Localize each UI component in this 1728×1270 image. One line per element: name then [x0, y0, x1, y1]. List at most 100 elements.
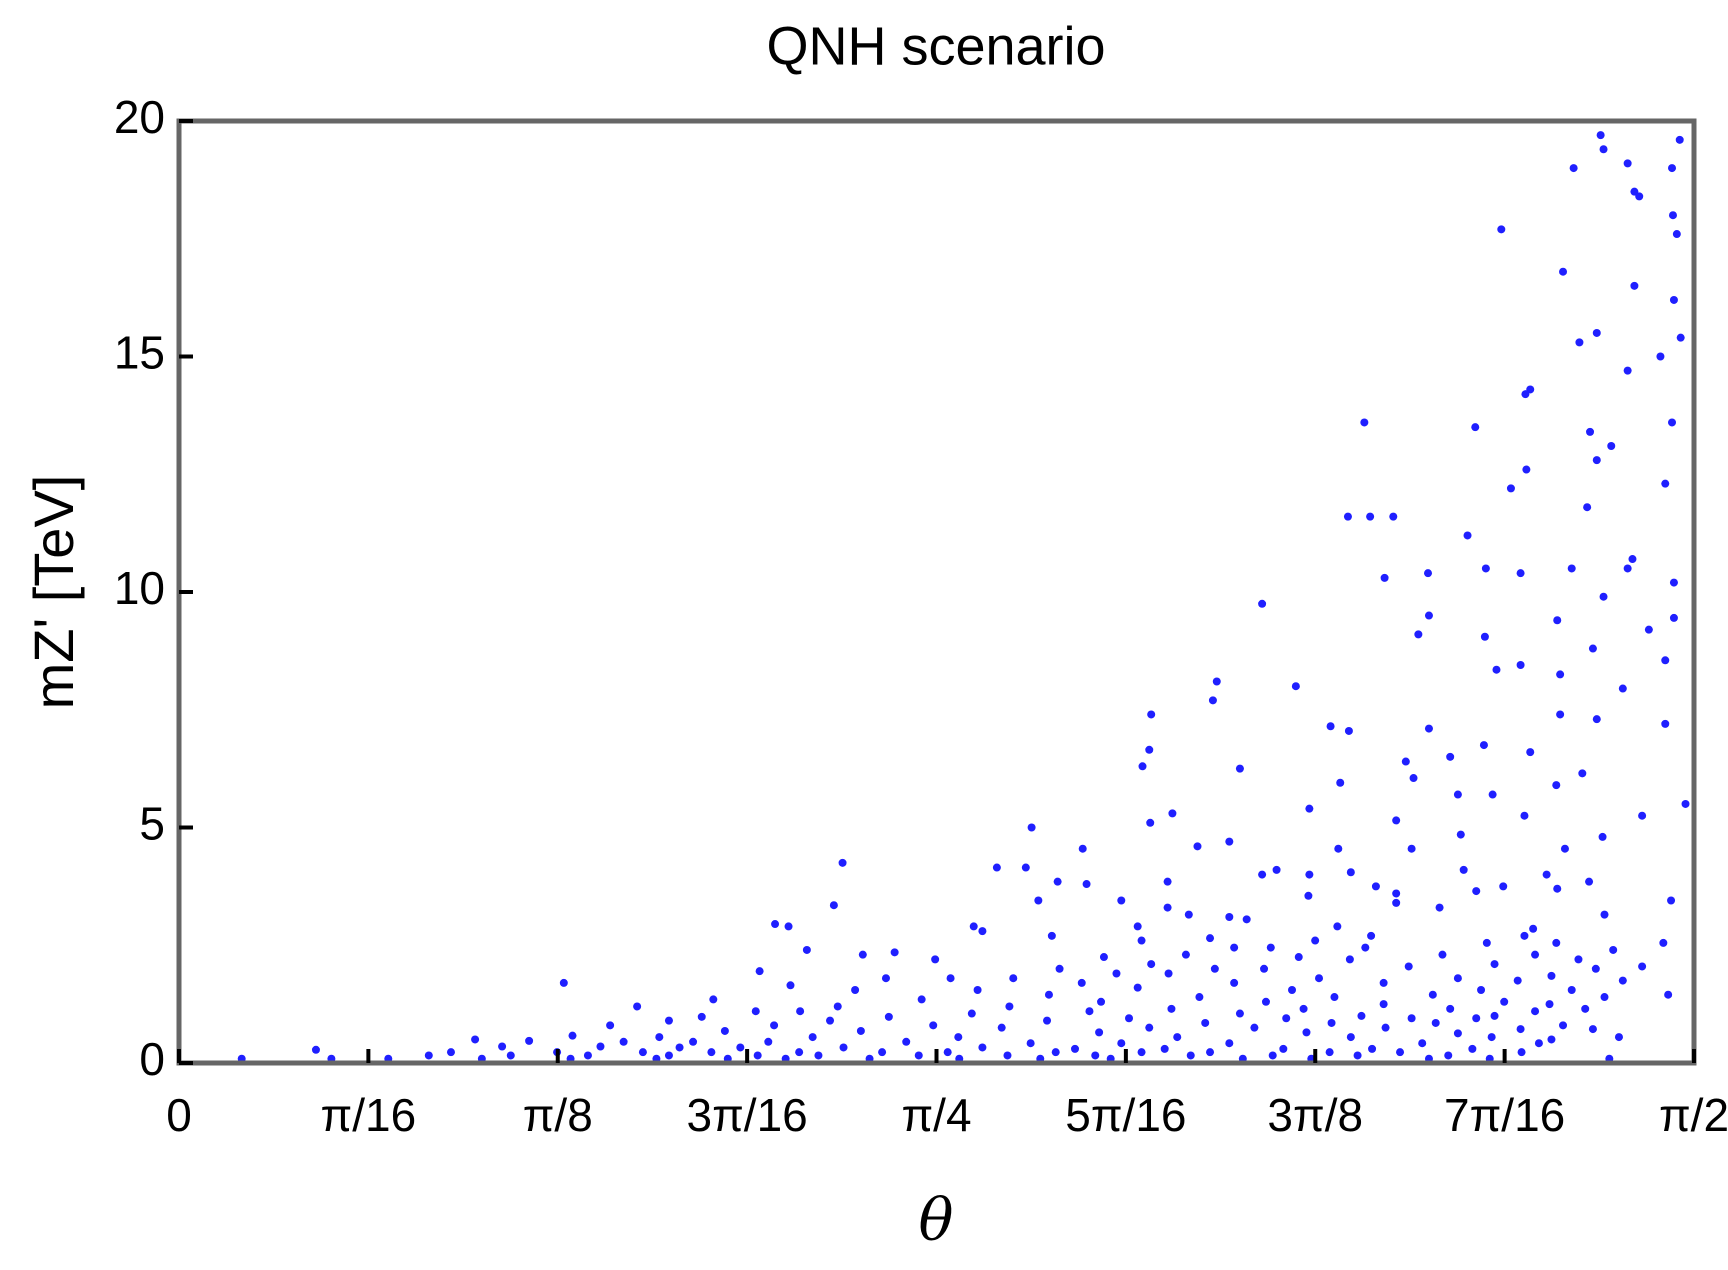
- point: [943, 1048, 952, 1057]
- point: [638, 1048, 647, 1057]
- point: [1547, 1035, 1556, 1044]
- point: [471, 1035, 480, 1044]
- point: [1334, 844, 1343, 853]
- point: [881, 974, 890, 983]
- point: [1027, 823, 1036, 832]
- point: [1051, 1048, 1060, 1057]
- point: [1574, 955, 1583, 964]
- point: [1381, 1023, 1390, 1032]
- point: [802, 945, 811, 954]
- x-tick-label: π/4: [901, 1089, 971, 1141]
- point: [1583, 503, 1592, 512]
- point: [997, 1023, 1006, 1032]
- point: [1552, 938, 1561, 947]
- point: [1327, 1018, 1336, 1027]
- point: [1681, 799, 1690, 808]
- point: [1661, 656, 1670, 665]
- point: [1623, 564, 1632, 573]
- point: [1531, 1007, 1540, 1016]
- point: [1435, 903, 1444, 912]
- point: [1112, 969, 1121, 978]
- point: [1304, 891, 1313, 900]
- point: [786, 981, 795, 990]
- point: [1424, 569, 1433, 578]
- point: [1661, 479, 1670, 488]
- point: [1600, 910, 1609, 919]
- point: [1367, 931, 1376, 940]
- point: [606, 1021, 615, 1030]
- point: [1266, 943, 1275, 952]
- point: [1146, 818, 1155, 827]
- point: [1490, 1011, 1499, 1020]
- point: [1325, 1048, 1334, 1057]
- point: [978, 1043, 987, 1052]
- point: [1599, 592, 1608, 601]
- point: [1173, 1033, 1182, 1042]
- point: [1656, 352, 1665, 361]
- point: [973, 985, 982, 994]
- point: [1371, 882, 1380, 891]
- point: [1147, 960, 1156, 969]
- point: [1471, 423, 1480, 432]
- point: [707, 1048, 716, 1057]
- point: [851, 985, 860, 994]
- point: [1368, 1044, 1377, 1053]
- point: [633, 1002, 642, 1011]
- point: [1668, 211, 1677, 220]
- point: [1343, 512, 1352, 521]
- point: [1609, 945, 1618, 954]
- point: [1357, 1011, 1366, 1020]
- point: [884, 1012, 893, 1021]
- point: [1585, 877, 1594, 886]
- point: [1424, 611, 1433, 620]
- point: [1242, 915, 1251, 924]
- point: [1438, 950, 1447, 959]
- point: [1517, 1048, 1526, 1057]
- point: [1644, 625, 1653, 634]
- point: [1212, 677, 1221, 686]
- point: [1556, 710, 1565, 719]
- point: [1160, 1044, 1169, 1053]
- point: [1559, 267, 1568, 276]
- point: [978, 927, 987, 936]
- point: [1163, 903, 1172, 912]
- x-tick-label: π/2: [1659, 1089, 1728, 1141]
- point: [689, 1037, 698, 1046]
- point: [1668, 164, 1677, 173]
- point: [1618, 684, 1627, 693]
- point: [1529, 924, 1538, 933]
- point: [833, 1002, 842, 1011]
- point: [525, 1036, 534, 1045]
- point: [1117, 1039, 1126, 1048]
- x-tick-label: 7π/16: [1444, 1089, 1565, 1141]
- point: [1379, 1000, 1388, 1009]
- point: [596, 1042, 605, 1051]
- point: [771, 920, 780, 929]
- point: [1588, 1025, 1597, 1034]
- point: [1418, 1039, 1427, 1048]
- point: [1488, 790, 1497, 799]
- point: [1453, 1029, 1462, 1038]
- point: [1193, 842, 1202, 851]
- point: [506, 1051, 515, 1060]
- point: [1659, 938, 1668, 947]
- point: [1520, 811, 1529, 820]
- point: [1522, 465, 1531, 474]
- point: [1396, 1048, 1405, 1057]
- point: [1628, 555, 1637, 564]
- point: [1268, 1051, 1277, 1060]
- point: [1453, 974, 1462, 983]
- point: [1567, 564, 1576, 573]
- point: [1117, 896, 1126, 905]
- point: [1138, 762, 1147, 771]
- point: [992, 863, 1001, 872]
- point: [1479, 741, 1488, 750]
- point: [1559, 1021, 1568, 1030]
- y-tick-label: 15: [114, 327, 165, 379]
- point: [1026, 1039, 1035, 1048]
- point: [751, 1007, 760, 1016]
- point: [1497, 225, 1506, 234]
- point: [1607, 441, 1616, 450]
- point: [1669, 613, 1678, 622]
